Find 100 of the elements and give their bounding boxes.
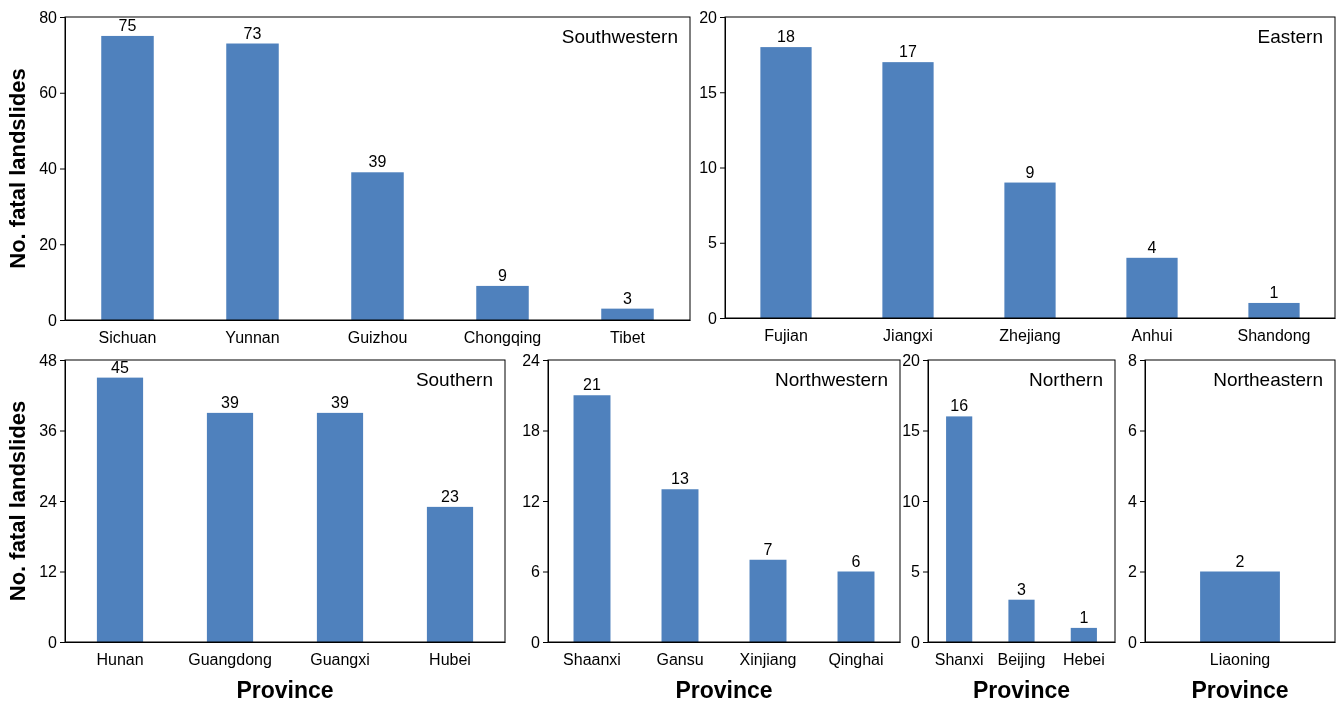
x-tick-label: Chongqing — [463, 329, 542, 347]
data-label: 39 — [331, 393, 349, 411]
y-tick-label: 18 — [522, 422, 541, 440]
x-tick-label: Jiangxi — [883, 327, 933, 345]
data-label: 3 — [623, 289, 633, 307]
x-tick-label: Hebei — [1062, 651, 1105, 669]
y-axis-title: No. fatal landslides — [5, 68, 30, 269]
x-tick-label: Tibet — [610, 329, 646, 347]
x-tick-label: Gansu — [656, 651, 704, 669]
data-label: 1 — [1269, 283, 1279, 301]
data-label: 23 — [441, 487, 459, 505]
x-tick-label: Hunan — [96, 651, 144, 669]
y-axis-title: No. fatal landslides — [5, 400, 30, 602]
x-tick-label: Liaoning — [1209, 651, 1271, 669]
bar — [1070, 627, 1097, 642]
y-tick-label: 40 — [39, 160, 58, 178]
y-tick-label: 0 — [48, 633, 58, 651]
y-tick-label: 24 — [39, 492, 58, 510]
data-label: 17 — [899, 43, 917, 61]
x-tick-label: Anhui — [1131, 327, 1173, 345]
chart-title: Southwestern — [561, 26, 678, 47]
x-axis-title: Province — [675, 677, 773, 703]
bar — [882, 62, 934, 318]
x-tick-label: Sichuan — [98, 329, 157, 347]
x-tick-label: Shanxi — [934, 651, 984, 669]
bar — [316, 412, 364, 642]
data-label: 4 — [1147, 238, 1157, 256]
x-tick-label: Guangdong — [188, 651, 272, 669]
bar — [101, 35, 154, 320]
chart-title: Southern — [415, 369, 493, 390]
data-label: 13 — [671, 470, 689, 488]
bar — [946, 416, 973, 642]
bar — [96, 377, 144, 642]
y-tick-label: 0 — [911, 633, 921, 651]
data-label: 39 — [368, 153, 387, 171]
bar — [226, 43, 279, 320]
y-tick-label: 15 — [902, 422, 921, 440]
x-tick-label: Fujian — [764, 327, 808, 345]
data-label: 18 — [777, 28, 795, 46]
data-label: 75 — [118, 16, 137, 34]
data-label: 1 — [1079, 608, 1089, 626]
bar — [1248, 302, 1300, 318]
data-label: 7 — [763, 540, 773, 558]
bar — [351, 172, 404, 320]
x-tick-label: Guangxi — [310, 651, 370, 669]
y-tick-label: 20 — [39, 235, 58, 253]
data-label: 39 — [221, 393, 239, 411]
y-tick-label: 2 — [1128, 563, 1138, 581]
data-label: 3 — [1017, 580, 1027, 598]
data-label: 9 — [1025, 163, 1035, 181]
bar — [206, 412, 254, 642]
x-tick-label: Qinghai — [828, 651, 884, 669]
y-tick-label: 6 — [531, 563, 541, 581]
x-axis-title: Province — [236, 677, 334, 703]
y-tick-label: 0 — [1128, 633, 1138, 651]
bar — [760, 47, 812, 318]
y-tick-label: 10 — [699, 159, 718, 177]
y-tick-label: 0 — [48, 311, 58, 329]
bar — [749, 559, 787, 642]
y-tick-label: 48 — [39, 351, 58, 369]
y-tick-label: 8 — [1128, 351, 1138, 369]
bar — [661, 489, 699, 642]
y-tick-label: 80 — [39, 8, 58, 26]
y-tick-label: 0 — [531, 633, 541, 651]
chart-title: Northeastern — [1213, 369, 1323, 390]
y-tick-label: 4 — [1128, 492, 1138, 510]
y-tick-label: 60 — [39, 84, 58, 102]
y-tick-label: 6 — [1128, 422, 1138, 440]
y-tick-label: 24 — [522, 351, 541, 369]
x-tick-label: Yunnan — [225, 329, 280, 347]
data-label: 16 — [950, 397, 969, 415]
y-tick-label: 5 — [911, 563, 921, 581]
x-tick-label: Zhejiang — [999, 327, 1061, 345]
y-tick-label: 12 — [39, 563, 58, 581]
y-tick-label: 12 — [522, 492, 541, 510]
y-tick-label: 20 — [699, 8, 718, 26]
y-tick-label: 36 — [39, 422, 58, 440]
bar — [1008, 599, 1035, 642]
y-tick-label: 20 — [902, 351, 921, 369]
bar — [426, 506, 474, 642]
x-tick-label: Shandong — [1237, 327, 1311, 345]
data-label: 6 — [851, 552, 861, 570]
y-tick-label: 0 — [708, 309, 718, 327]
data-label: 73 — [243, 24, 262, 42]
data-label: 9 — [498, 266, 508, 284]
x-tick-label: Hubei — [429, 651, 471, 669]
bar — [1004, 182, 1056, 318]
data-label: 21 — [583, 376, 601, 394]
y-tick-label: 5 — [708, 234, 718, 252]
x-axis-title: Province — [1191, 677, 1289, 703]
data-label: 45 — [111, 358, 129, 376]
bar — [476, 285, 529, 320]
x-tick-label: Guizhou — [347, 329, 408, 347]
y-tick-label: 15 — [699, 83, 718, 101]
bar — [837, 571, 875, 642]
chart-title: Northwestern — [775, 369, 888, 390]
x-tick-label: Xinjiang — [739, 651, 797, 669]
bar — [1126, 257, 1178, 318]
x-axis-title: Province — [972, 677, 1071, 703]
bar — [573, 395, 611, 642]
